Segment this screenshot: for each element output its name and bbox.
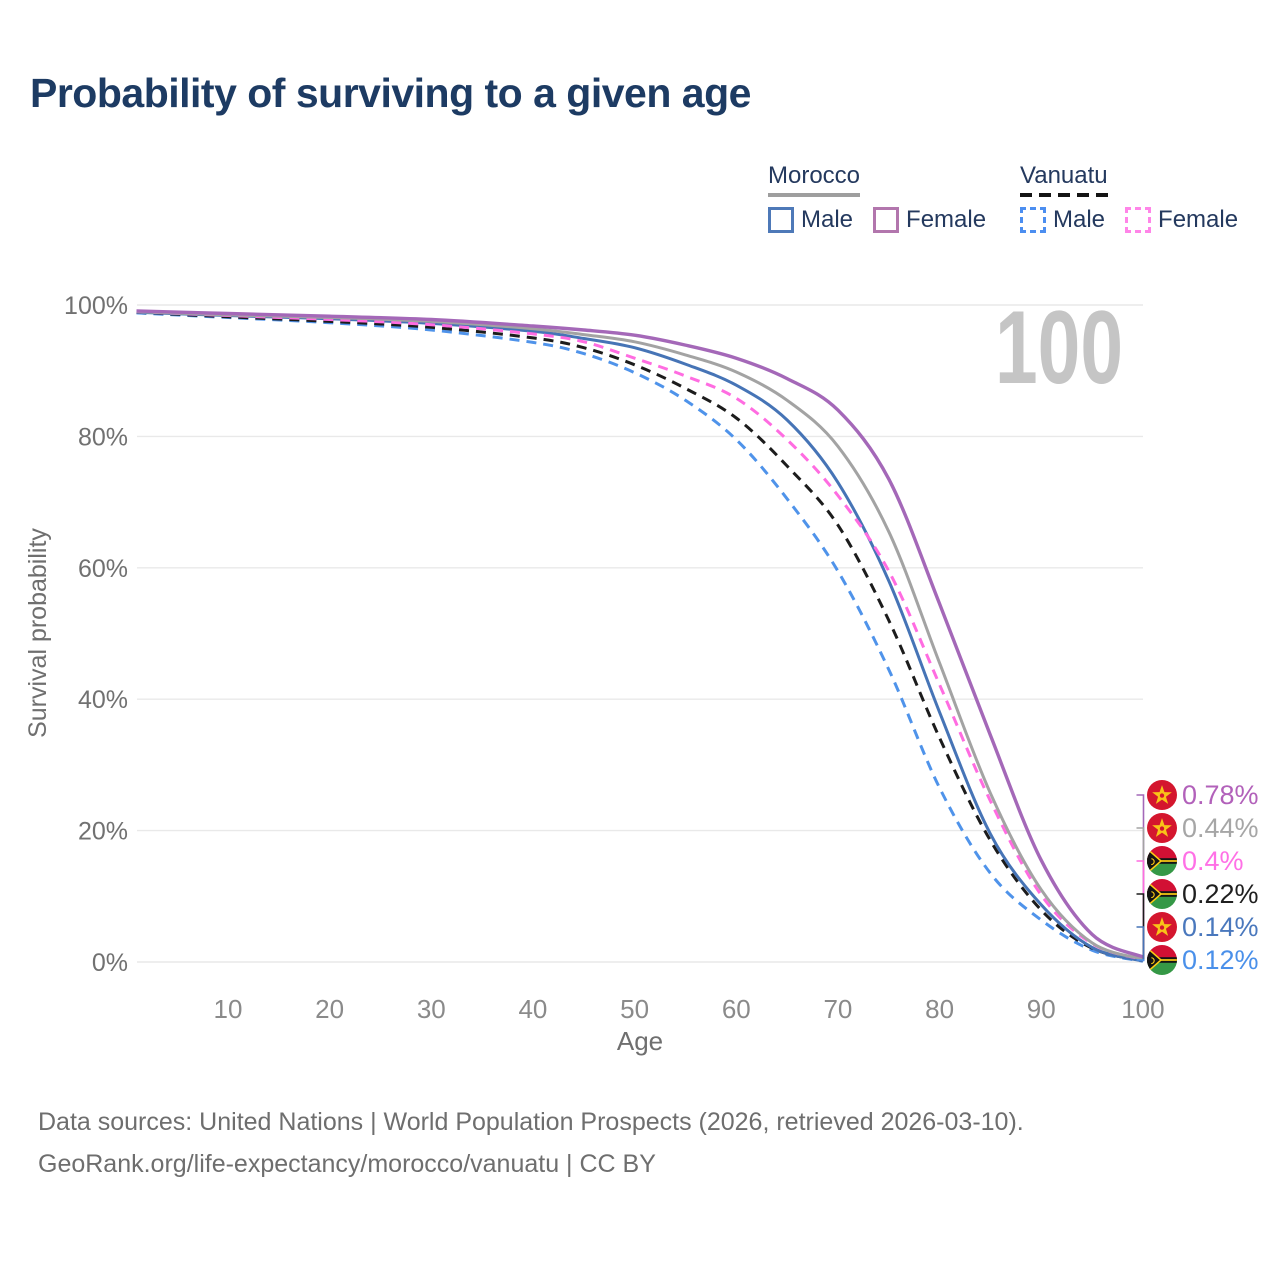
legend-group-morocco: Morocco Male Female	[768, 162, 986, 234]
legend-country-label: Morocco	[768, 162, 861, 189]
legend-item-label: Female	[1158, 206, 1239, 233]
x-tick-label: 20	[315, 994, 344, 1024]
vanuatu-flag-icon	[1147, 945, 1177, 975]
x-tick-label: 60	[722, 994, 751, 1024]
end-label-vanuatu-total: 0.22%	[1147, 879, 1259, 909]
vanuatu-flag-icon	[1147, 879, 1177, 909]
legend-group-vanuatu: Vanuatu Male Female	[1020, 162, 1238, 234]
curve-vanuatu-female[interactable]	[136, 310, 1144, 961]
y-tick-label: 60%	[78, 555, 128, 583]
legend-swatch	[1020, 207, 1046, 233]
legend-item-label: Male	[801, 206, 854, 233]
morocco-flag-icon	[1147, 780, 1177, 810]
end-value-vanuatu-male: 0.12%	[1182, 944, 1259, 975]
morocco-flag-icon	[1147, 912, 1177, 942]
legend-country-label: Vanuatu	[1020, 162, 1108, 189]
curve-morocco-female[interactable]	[136, 309, 1144, 959]
x-axis-title: Age	[617, 1026, 663, 1056]
x-axis-ticks: 10 20 30 40 50 60 70 80 90 100	[214, 994, 1165, 1024]
legend-linestyle-sample	[768, 193, 861, 197]
end-label-morocco-female: 0.78%	[1147, 780, 1259, 810]
leader-morocco-male	[1136, 926, 1145, 962]
legend-swatch	[768, 207, 794, 233]
leader-morocco-female	[1136, 794, 1145, 957]
x-tick-label: 100	[1121, 994, 1164, 1024]
legend-items: Male Female	[768, 206, 986, 234]
page-title: Probability of surviving to a given age	[30, 70, 751, 116]
legend-item-label: Male	[1053, 206, 1106, 233]
morocco-flag-icon	[1147, 813, 1177, 843]
y-tick-label: 100%	[64, 292, 128, 320]
legend-item-morocco-male[interactable]: Male	[768, 206, 853, 234]
x-tick-label: 50	[620, 994, 649, 1024]
curve-vanuatu-total[interactable]	[136, 310, 1144, 963]
y-tick-label: 80%	[78, 423, 128, 451]
end-label-morocco-total: 0.44%	[1147, 813, 1259, 843]
vanuatu-flag-icon	[1147, 846, 1177, 876]
curve-morocco-total[interactable]	[136, 310, 1144, 961]
leader-vanuatu-male	[1136, 959, 1145, 962]
curve-morocco-male[interactable]	[136, 310, 1144, 963]
y-tick-label: 40%	[78, 686, 128, 714]
grid-layer: 0% 20% 40% 60% 80% 100%	[64, 292, 1143, 977]
leader-layer	[1136, 794, 1145, 962]
leader-vanuatu-female	[1136, 860, 1145, 960]
legend-linestyle-sample	[1020, 193, 1108, 197]
end-label-morocco-male: 0.14%	[1147, 912, 1259, 942]
age-watermark: 100	[995, 290, 1123, 406]
legend-item-vanuatu-male[interactable]: Male	[1020, 206, 1105, 234]
end-value-morocco-male: 0.14%	[1182, 911, 1259, 942]
legend-swatch	[1125, 207, 1152, 233]
y-axis-title: Survival probability	[24, 528, 52, 738]
data-sources-line: Data sources: United Nations | World Pop…	[38, 1108, 1024, 1136]
end-value-vanuatu-female: 0.4%	[1182, 845, 1244, 876]
curve-vanuatu-male[interactable]	[136, 311, 1144, 963]
x-tick-label: 80	[925, 994, 954, 1024]
legend-item-morocco-female[interactable]: Female	[873, 206, 986, 234]
x-tick-label: 70	[823, 994, 852, 1024]
legend-items: Male Female	[1020, 206, 1238, 234]
curve-layer	[136, 309, 1144, 963]
end-value-morocco-total: 0.44%	[1182, 812, 1259, 843]
legend-swatch	[873, 207, 900, 233]
x-tick-label: 90	[1027, 994, 1056, 1024]
y-tick-label: 20%	[78, 818, 128, 846]
legend-item-vanuatu-female[interactable]: Female	[1125, 206, 1238, 234]
y-tick-label: 0%	[92, 949, 128, 977]
end-value-vanuatu-total: 0.22%	[1182, 878, 1259, 909]
end-label-vanuatu-male: 0.12%	[1147, 945, 1259, 975]
x-tick-label: 10	[214, 994, 243, 1024]
end-value-morocco-female: 0.78%	[1182, 779, 1259, 810]
attribution-line: GeoRank.org/life-expectancy/morocco/vanu…	[38, 1150, 656, 1178]
x-tick-label: 30	[417, 994, 446, 1024]
legend-item-label: Female	[906, 206, 987, 233]
end-label-vanuatu-female: 0.4%	[1147, 846, 1244, 876]
x-tick-label: 40	[518, 994, 547, 1024]
